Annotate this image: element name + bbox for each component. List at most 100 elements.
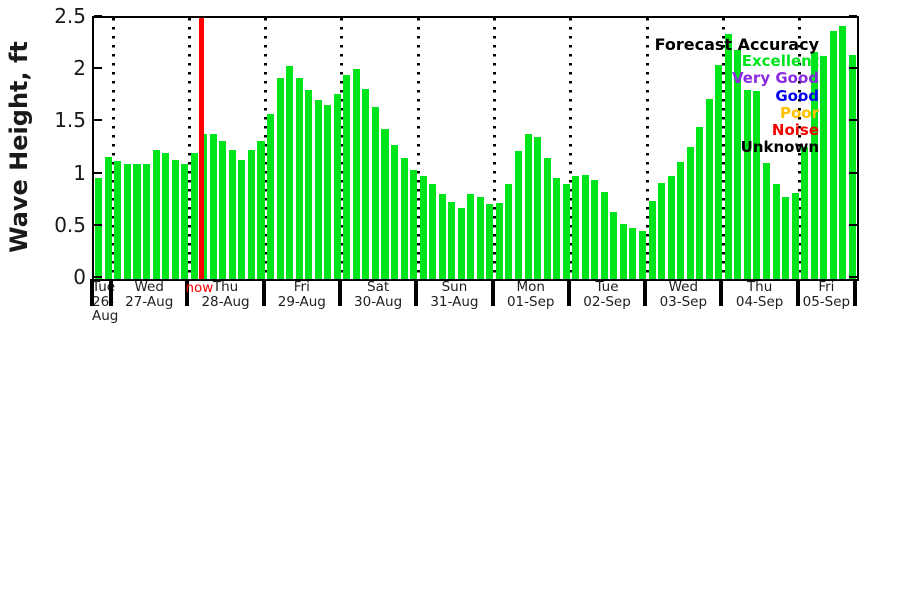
wave-bar	[734, 50, 742, 279]
wave-bar	[429, 184, 437, 279]
day-tick	[185, 279, 190, 306]
wave-bar	[505, 184, 513, 279]
wave-bar	[848, 54, 856, 279]
wave-bar	[400, 157, 408, 279]
legend-entry: Poor	[779, 103, 819, 122]
wave-bar	[181, 164, 189, 279]
day-separator-dotted-line	[187, 18, 191, 279]
legend-entry: Noise	[771, 121, 819, 140]
day-label: Mon 01-Sep	[506, 279, 555, 310]
wave-bar	[562, 184, 570, 279]
day-tick	[719, 279, 724, 306]
wave-bar	[438, 194, 446, 279]
wave-bar	[629, 227, 637, 279]
wave-bar	[104, 156, 112, 279]
wave-bar	[238, 159, 246, 279]
day-tick	[109, 279, 114, 306]
wave-bar	[820, 55, 828, 279]
wave-bar	[600, 192, 608, 279]
y-axis-title: Wave Height, ft	[5, 40, 33, 253]
day-tick	[853, 279, 857, 306]
wave-bar	[362, 89, 370, 279]
wave-bar	[352, 69, 360, 279]
wave-bar	[333, 94, 341, 279]
day-separator-dotted-line	[721, 18, 725, 279]
y-tick-label: 0.5	[54, 212, 86, 237]
wave-bar	[123, 164, 131, 279]
y-tick-mark	[849, 119, 857, 122]
legend-title: Forecast Accuracy	[654, 35, 819, 54]
wave-bar	[276, 77, 284, 279]
day-separator-dotted-line	[645, 18, 649, 279]
day-separator-dotted-line	[569, 18, 573, 279]
day-tick	[566, 279, 571, 306]
day-separator-dotted-line	[798, 18, 802, 279]
wave-bar	[143, 164, 151, 279]
legend-entry: Good	[775, 86, 819, 105]
wave-bar	[247, 149, 255, 279]
y-tick-mark	[849, 223, 857, 226]
y-tick-label: 1	[73, 160, 86, 185]
wave-bar	[677, 162, 685, 279]
wave-bar	[705, 99, 713, 279]
legend-entry: Excellent	[741, 52, 819, 71]
wave-bar	[314, 100, 322, 279]
y-tick-mark	[94, 67, 102, 70]
day-label: Fri 29-Aug	[277, 279, 326, 310]
wave-bar	[219, 141, 227, 279]
wave-bar	[581, 174, 589, 279]
wave-bar	[638, 230, 647, 279]
day-separator-dotted-line	[340, 18, 344, 279]
y-tick-label: 2	[73, 56, 86, 81]
day-separator-dotted-line	[264, 18, 268, 279]
wave-bar	[610, 212, 618, 279]
y-tick-mark	[94, 119, 102, 122]
forecast-accuracy-legend: Forecast Accuracy Excellent Very Good Good…	[655, 36, 819, 156]
wave-bar	[782, 196, 790, 279]
day-tick	[414, 279, 419, 306]
wave-bar	[419, 175, 427, 279]
wave-bar	[152, 149, 160, 279]
wave-bar	[257, 141, 265, 279]
y-tick-mark	[94, 15, 102, 17]
wave-bar	[762, 163, 770, 279]
day-label: Wed 03-Sep	[659, 279, 708, 310]
wave-bar	[667, 175, 675, 279]
day-tick	[90, 279, 94, 306]
wave-bar	[715, 64, 723, 279]
y-tick-mark	[94, 276, 102, 278]
wave-bar	[553, 177, 561, 279]
wave-bar	[514, 150, 523, 279]
plot-area: Forecast Accuracy Excellent Very Good Good…	[92, 16, 859, 281]
day-label: Sat 30-Aug	[354, 279, 403, 310]
day-separator-dotted-line	[493, 18, 497, 279]
day-label: Sun 31-Aug	[430, 279, 479, 310]
wave-bar	[543, 157, 551, 279]
wave-bar	[171, 159, 179, 279]
day-label: Wed 27-Aug	[125, 279, 174, 310]
wave-bar	[486, 203, 494, 279]
wave-bar	[572, 175, 580, 279]
day-tick	[643, 279, 648, 306]
wave-bar	[410, 170, 418, 279]
wave-bar	[457, 208, 465, 279]
legend-entry: Unknown	[740, 138, 819, 157]
legend-entry: Very Good	[731, 69, 819, 88]
wave-bar	[829, 30, 837, 279]
day-tick	[490, 279, 495, 306]
y-tick-mark	[849, 15, 857, 17]
day-tick	[261, 279, 266, 306]
now-marker-line	[199, 18, 205, 279]
y-tick-label: 1.5	[54, 108, 86, 133]
wave-bar	[162, 152, 170, 279]
wave-bar	[724, 33, 732, 279]
wave-bar	[267, 114, 275, 279]
wave-bar	[467, 194, 475, 279]
wave-bar	[524, 133, 532, 279]
wave-bar	[324, 104, 332, 279]
wave-bar	[381, 128, 389, 279]
wave-bar	[534, 137, 542, 279]
wave-bar	[696, 126, 704, 279]
day-separator-dotted-line	[416, 18, 420, 279]
